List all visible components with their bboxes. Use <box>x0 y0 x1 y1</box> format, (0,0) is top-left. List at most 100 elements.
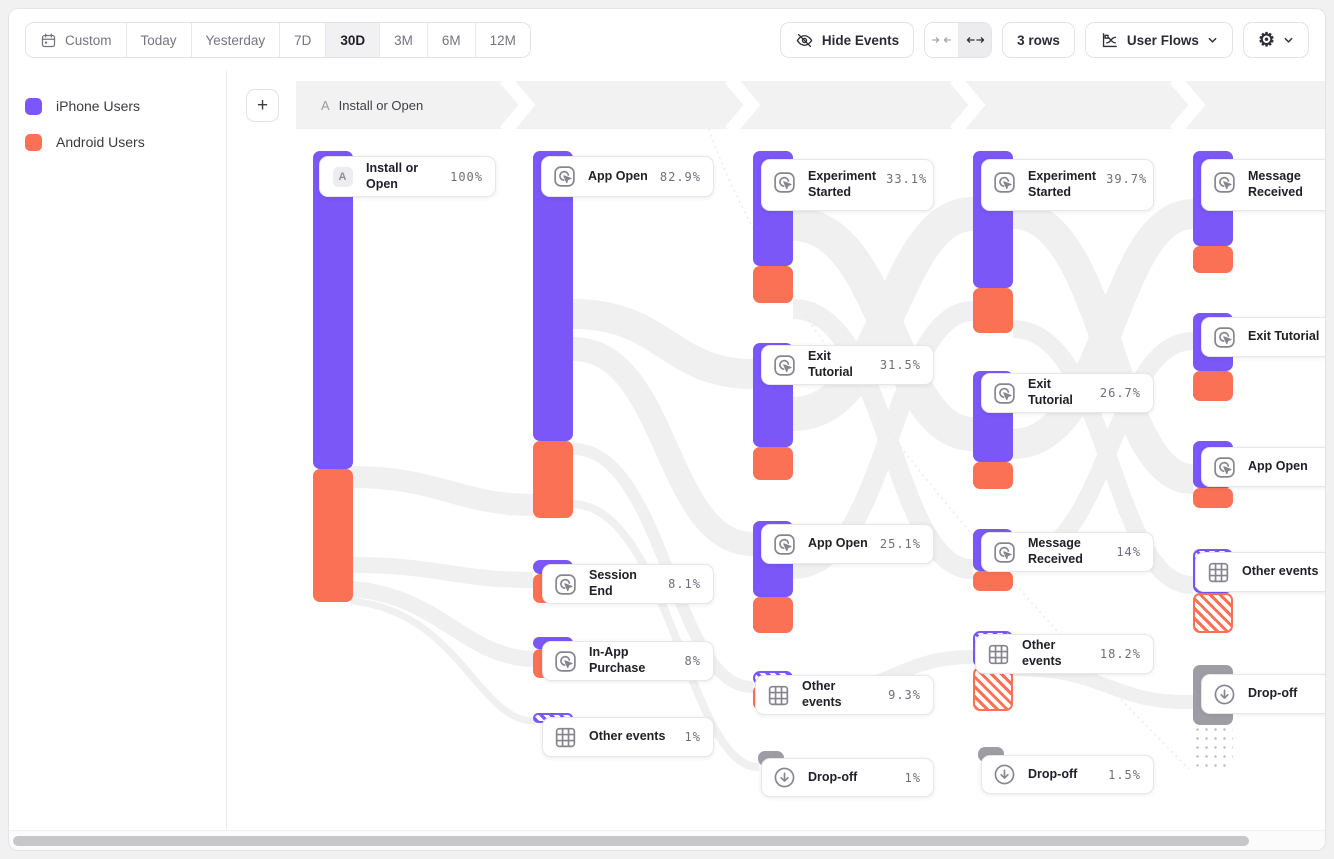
node-percentage: 82.9% <box>659 169 701 184</box>
click-event-icon <box>774 533 795 555</box>
date-range-today[interactable]: Today <box>126 23 192 57</box>
other-icon-wrap <box>765 682 792 709</box>
flow-node-card[interactable]: Other events 9.3% <box>755 675 934 715</box>
click-event-icon <box>774 354 795 376</box>
node-percentage: 26.7% <box>1099 386 1141 400</box>
flow-bar-segment[interactable] <box>1193 593 1233 633</box>
step-badge: A <box>321 97 330 113</box>
settings-button[interactable]: ⚙ <box>1242 22 1309 58</box>
event-icon-wrap <box>771 531 798 558</box>
flow-bar-segment[interactable] <box>533 151 573 441</box>
node-label: Session End <box>589 568 637 598</box>
date-range-label: Custom <box>65 32 112 48</box>
flow-node-card[interactable]: Other events <box>1195 552 1325 592</box>
legend-label: Android Users <box>56 134 145 150</box>
add-step-button[interactable]: + <box>246 89 279 122</box>
step-name: Install or Open <box>338 97 424 113</box>
flow-bar-segment[interactable] <box>973 667 1013 711</box>
flow-bar-segment[interactable] <box>753 266 793 303</box>
flow-node-card[interactable]: Exit Tutorial 26.7% <box>981 373 1154 413</box>
flow-node-card[interactable]: App Open 25.1% <box>761 524 934 564</box>
node-label: Message Received <box>1028 536 1083 566</box>
node-percentage: 1.5% <box>1108 767 1141 782</box>
event-icon-wrap <box>552 648 579 675</box>
flow-node-card[interactable]: Message Received <box>1201 159 1325 211</box>
date-range-3m[interactable]: 3M <box>380 23 428 57</box>
date-range-30d[interactable]: 30D <box>326 23 381 57</box>
date-range-6m[interactable]: 6M <box>427 23 476 57</box>
collapse-expand-toggle <box>924 22 993 58</box>
node-label: Exit Tutorial <box>1248 329 1320 344</box>
scrollbar-thumb[interactable] <box>13 836 1249 846</box>
event-icon-wrap <box>1211 169 1238 196</box>
click-event-icon <box>994 541 1015 563</box>
flow-node-card[interactable]: Other events 18.2% <box>975 634 1154 674</box>
node-label: Experiment Started <box>1028 169 1097 199</box>
grid-icon <box>768 685 789 705</box>
click-event-icon <box>1214 172 1235 193</box>
legend-item-android: Android Users <box>25 131 226 153</box>
flow-node-card[interactable]: Experiment Started 39.7% <box>981 159 1154 211</box>
flow-bar-segment[interactable] <box>533 441 573 518</box>
flow-node-card[interactable]: In-App Purchase 8% <box>542 641 714 681</box>
app-window: Custom Today Yesterday 7D 30D 3M 6M 12M … <box>8 8 1326 851</box>
node-percentage: 39.7% <box>1106 172 1148 186</box>
node-percentage: 33.1% <box>886 172 928 186</box>
date-range-custom[interactable]: Custom <box>26 23 127 57</box>
view-selector-button[interactable]: User Flows <box>1084 22 1233 58</box>
hide-events-button[interactable]: Hide Events <box>779 22 915 58</box>
node-label: App Open <box>1248 459 1308 474</box>
flow-bar-segment[interactable] <box>1193 488 1233 508</box>
event-icon-wrap <box>991 539 1018 566</box>
flow-bar-segment[interactable] <box>753 447 793 480</box>
expand-columns-button[interactable] <box>958 23 992 57</box>
flow-node-card[interactable]: A Install or Open 100% <box>319 156 496 197</box>
flow-bar-segment[interactable] <box>1193 371 1233 401</box>
node-percentage: 14% <box>1116 545 1141 559</box>
legend-swatch-orange <box>25 133 42 151</box>
flow-node-card[interactable]: App Open <box>1201 447 1325 487</box>
flow-node-card[interactable]: Exit Tutorial 31.5% <box>761 345 934 385</box>
date-range-7d[interactable]: 7D <box>280 23 327 57</box>
flow-bar-segment[interactable] <box>1193 246 1233 273</box>
flow-bar-segment[interactable] <box>313 469 353 602</box>
other-icon-wrap <box>985 641 1012 668</box>
flow-node-card[interactable]: Drop-off 1.5% <box>981 755 1154 794</box>
flow-node-card[interactable]: Other events 1% <box>542 717 714 757</box>
flow-node-card[interactable]: Session End 8.1% <box>542 564 714 604</box>
flow-node-card[interactable]: Message Received 14% <box>981 532 1154 572</box>
flow-bar-segment[interactable] <box>973 462 1013 489</box>
flow-bar-segment[interactable] <box>753 597 793 633</box>
dropoff-icon-wrap <box>1211 681 1238 708</box>
dropoff-icon-wrap <box>771 764 798 791</box>
date-range-12m[interactable]: 12M <box>475 23 530 57</box>
flow-node-card[interactable]: Exit Tutorial <box>1201 317 1325 357</box>
arrow-down-circle-icon <box>994 764 1015 785</box>
flow-bar-segment[interactable] <box>973 571 1013 591</box>
flow-node-card[interactable]: Drop-off 1% <box>761 758 934 797</box>
flow-bar-segment[interactable] <box>1193 725 1233 767</box>
toolbar-right: Hide Events 3 rows <box>770 22 1309 58</box>
grid-icon <box>1208 562 1229 582</box>
node-label: App Open <box>588 168 648 183</box>
node-label: Exit Tutorial <box>808 349 853 379</box>
event-icon-wrap <box>552 571 579 598</box>
rows-button[interactable]: 3 rows <box>1002 22 1075 58</box>
flow-bar-segment[interactable] <box>973 288 1013 333</box>
flows-chart-icon <box>1102 32 1117 47</box>
grid-icon <box>988 644 1009 664</box>
event-icon-wrap <box>1211 454 1238 481</box>
node-label: Other events <box>589 729 666 744</box>
expand-icon <box>966 37 984 43</box>
flow-node-card[interactable]: App Open 82.9% <box>541 156 714 197</box>
node-label: In-App Purchase <box>589 645 646 675</box>
step-header[interactable]: A Install or Open <box>321 81 423 129</box>
collapse-columns-button[interactable] <box>925 23 959 57</box>
event-icon-wrap <box>991 380 1018 407</box>
node-label: Install or Open <box>366 160 419 191</box>
date-range-yesterday[interactable]: Yesterday <box>191 23 281 57</box>
collapse-icon <box>932 37 952 43</box>
flow-node-card[interactable]: Drop-off <box>1201 674 1325 714</box>
flow-bar-segment[interactable] <box>313 151 353 469</box>
flow-node-card[interactable]: Experiment Started 33.1% <box>761 159 934 211</box>
